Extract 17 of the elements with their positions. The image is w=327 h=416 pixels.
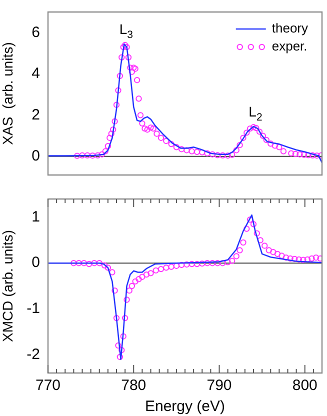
legend-label: theory	[272, 20, 308, 36]
x-tick-label: 770	[35, 377, 61, 394]
y-tick-label: 0	[32, 254, 40, 272]
x-tick-label: 790	[206, 377, 232, 394]
y-tick-label: 1	[32, 208, 40, 226]
legend-label: exper.	[272, 38, 308, 54]
x-tick-label: 780	[121, 377, 146, 394]
y-axis-title: XAS (arb. units)	[0, 42, 16, 145]
y-tick-label: 6	[32, 24, 40, 41]
y-tick-label: 4	[32, 65, 40, 82]
y-tick-label: -2	[26, 346, 40, 363]
y-axis-title: XMCD (arb. units)	[0, 230, 16, 342]
y-tick-label: 0	[32, 148, 40, 165]
y-tick-label: 2	[32, 106, 40, 124]
x-tick-label: 800	[292, 377, 318, 394]
x-axis-title: Energy (eV)	[144, 398, 226, 416]
y-tick-label: -1	[26, 300, 40, 318]
